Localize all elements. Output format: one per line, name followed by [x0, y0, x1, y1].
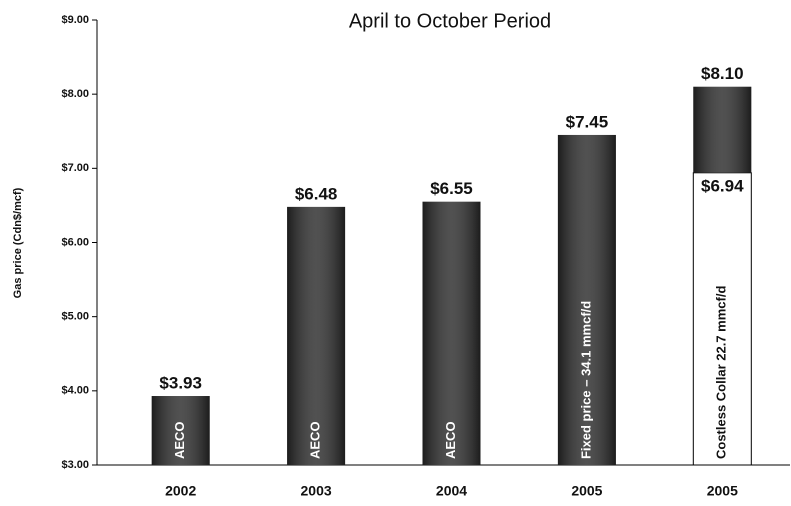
y-tick-label: $7.00: [61, 162, 89, 174]
value-label: $6.55: [430, 179, 473, 198]
y-axis-label: Gas price (Cdn$/mcf): [12, 187, 24, 298]
y-tick-label: $4.00: [61, 385, 89, 397]
y-tick-label: $5.00: [61, 311, 89, 323]
bar-label: Fixed price – 34.1 mmcf/d: [578, 301, 593, 459]
x-tick-label: 2002: [165, 483, 196, 499]
bar-texture: [287, 206, 346, 465]
collar-floor-bar: [692, 172, 752, 466]
y-tick-label: $8.00: [61, 88, 89, 100]
bar-texture: [151, 396, 210, 465]
bar-label: Costless Collar 22.7 mmcf/d: [714, 286, 729, 459]
x-tick-label: 2005: [571, 483, 602, 499]
chart-title: April to October Period: [349, 10, 551, 32]
y-tick-label: $6.00: [61, 236, 89, 248]
x-tick-label: 2004: [436, 483, 467, 499]
bar-texture: [693, 86, 752, 173]
floor-label: $6.94: [701, 176, 744, 195]
bar-texture: [422, 201, 481, 466]
y-tick-label: $9.00: [61, 14, 89, 26]
y-tick-label: $3.00: [61, 459, 89, 471]
bar-label: AECO: [443, 421, 458, 459]
bar-label: AECO: [172, 421, 187, 459]
bar-label: AECO: [308, 421, 323, 459]
x-tick-label: 2003: [301, 483, 332, 499]
bar-texture: [557, 134, 616, 466]
value-label: $3.93: [159, 374, 202, 393]
x-tick-label: 2005: [707, 483, 738, 499]
value-label: $8.10: [701, 64, 744, 83]
value-label: $6.48: [295, 184, 338, 203]
value-label: $7.45: [566, 112, 609, 131]
